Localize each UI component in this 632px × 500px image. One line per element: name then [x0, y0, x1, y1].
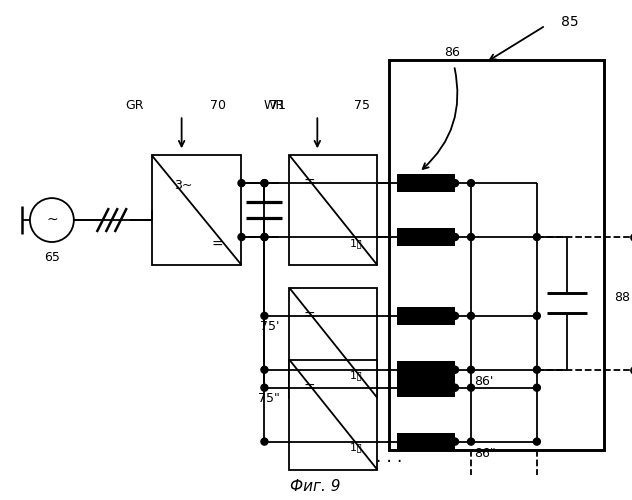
Bar [397, 432, 455, 450]
Text: =: = [303, 380, 315, 394]
Text: 1▯: 1▯ [350, 442, 363, 452]
Circle shape [451, 180, 459, 186]
Circle shape [261, 384, 268, 391]
Circle shape [468, 180, 475, 186]
Text: 86: 86 [444, 46, 460, 59]
Text: GR: GR [125, 99, 143, 112]
Circle shape [468, 234, 475, 240]
Text: 3~: 3~ [174, 178, 192, 192]
Text: 75: 75 [355, 99, 370, 112]
Circle shape [468, 366, 475, 373]
Circle shape [533, 438, 540, 445]
Circle shape [468, 438, 475, 445]
Bar [289, 288, 377, 398]
Circle shape [468, 384, 475, 391]
Circle shape [468, 312, 475, 320]
Bar [289, 155, 377, 265]
Circle shape [261, 312, 268, 320]
Circle shape [261, 180, 268, 186]
Circle shape [533, 234, 540, 240]
Circle shape [533, 312, 540, 320]
Text: 71: 71 [270, 99, 286, 112]
Circle shape [261, 366, 268, 373]
Bar [289, 360, 377, 470]
Circle shape [451, 384, 459, 391]
Text: 86": 86" [474, 446, 495, 460]
Text: Фиг. 9: Фиг. 9 [290, 479, 341, 494]
Bar [389, 60, 604, 450]
Circle shape [261, 234, 268, 240]
Bar [397, 361, 455, 378]
Text: 75": 75" [257, 392, 279, 404]
Text: =: = [212, 238, 224, 252]
Text: ~: ~ [46, 213, 58, 227]
Text: 1▯: 1▯ [350, 238, 363, 248]
Circle shape [533, 366, 540, 373]
Text: WR: WR [264, 99, 284, 112]
Text: 65: 65 [44, 252, 60, 264]
Bar [397, 378, 455, 396]
Circle shape [451, 366, 459, 373]
Bar [397, 174, 455, 192]
Bar [397, 228, 455, 246]
Text: · · ·: · · · [376, 452, 403, 470]
Text: 86': 86' [474, 374, 494, 388]
Text: 88: 88 [614, 292, 629, 304]
Circle shape [451, 438, 459, 445]
Circle shape [533, 384, 540, 391]
Text: =: = [303, 176, 315, 190]
Circle shape [261, 180, 268, 186]
Circle shape [261, 438, 268, 445]
Circle shape [451, 234, 459, 240]
Circle shape [261, 234, 268, 240]
Circle shape [238, 180, 245, 186]
Bar [152, 155, 241, 265]
Text: 85: 85 [561, 16, 578, 30]
Circle shape [451, 312, 459, 320]
Text: 70: 70 [210, 99, 226, 112]
Circle shape [238, 234, 245, 240]
Bar [397, 307, 455, 325]
Text: 75': 75' [260, 320, 279, 333]
Text: =: = [303, 309, 315, 323]
Text: 1▯: 1▯ [350, 370, 363, 380]
